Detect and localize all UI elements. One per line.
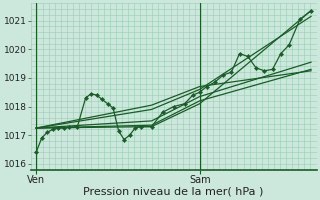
X-axis label: Pression niveau de la mer( hPa ): Pression niveau de la mer( hPa ) — [84, 187, 264, 197]
